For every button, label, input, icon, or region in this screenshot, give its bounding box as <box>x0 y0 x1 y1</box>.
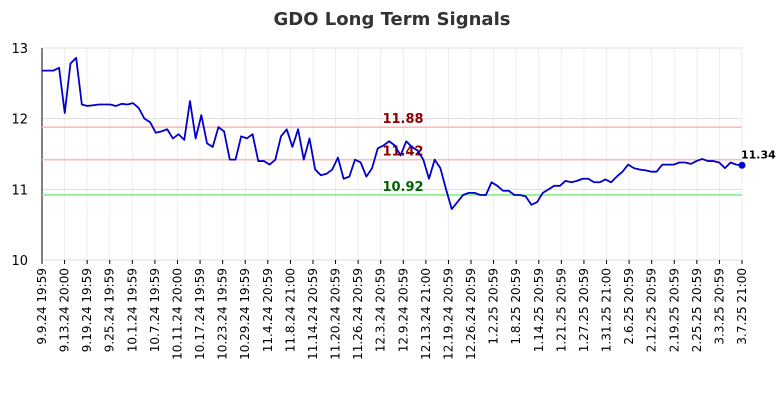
x-tick-label: 1.31.25 21:00 <box>600 268 614 352</box>
y-tick-label: 12 <box>11 113 28 128</box>
x-tick-label: 10.29.24 19:59 <box>238 268 252 360</box>
x-tick-label: 11.14.24 20:59 <box>306 268 320 360</box>
last-point-marker <box>738 161 746 169</box>
x-tick-label: 2.25.25 20:59 <box>690 268 704 352</box>
x-tick-label: 10.11.24 20:00 <box>170 268 184 360</box>
x-tick-label: 1.8.25 20:59 <box>509 268 523 345</box>
chart-title: GDO Long Term Signals <box>274 9 511 30</box>
x-tick-label: 1.2.25 20:59 <box>487 268 501 345</box>
x-tick-label: 10.7.24 19:59 <box>148 268 162 352</box>
x-tick-label: 10.1.24 19:59 <box>125 268 139 352</box>
x-tick-label: 11.4.24 20:59 <box>261 268 275 352</box>
y-axis-ticks: 10 11 12 13 <box>11 42 28 269</box>
y-tick-label: 10 <box>11 254 28 269</box>
x-tick-label: 1.27.25 20:59 <box>577 268 591 352</box>
x-tick-label: 11.26.24 20:59 <box>351 268 365 360</box>
x-tick-label: 9.25.24 19:59 <box>103 268 117 352</box>
y-tick-label: 11 <box>11 183 28 198</box>
series-line <box>42 56 743 211</box>
x-tick-label: 12.26.24 20:59 <box>464 268 478 360</box>
x-tick-label: 11.20.24 20:59 <box>329 268 343 360</box>
x-tick-label: 2.12.25 20:59 <box>645 268 659 352</box>
last-value-label: 11.34 <box>741 148 776 161</box>
x-tick-label: 10.23.24 19:59 <box>216 268 230 360</box>
series-group: 11.34 <box>42 56 776 211</box>
x-tick-label: 9.9.24 19:59 <box>35 268 49 345</box>
x-tick-label: 3.3.25 20:59 <box>712 268 726 345</box>
x-tick-label: 11.8.24 21:00 <box>283 268 297 352</box>
x-tick-label: 12.13.24 21:00 <box>419 268 433 360</box>
x-tick-label: 12.3.24 20:59 <box>374 268 388 352</box>
x-tick-label: 9.19.24 19:59 <box>80 268 94 352</box>
x-tick-label: 1.14.25 20:59 <box>532 268 546 352</box>
x-tick-label: 1.21.25 20:59 <box>554 268 568 352</box>
x-tick-label: 10.17.24 19:59 <box>193 268 207 360</box>
reference-line-label: 11.88 <box>382 112 423 127</box>
x-tick-label: 3.7.25 21:00 <box>735 268 749 345</box>
x-tick-label: 9.13.24 20:00 <box>58 268 72 352</box>
x-tick-label: 2.6.25 20:59 <box>622 268 636 345</box>
x-tick-label: 12.9.24 20:59 <box>396 268 410 352</box>
y-tick-label: 13 <box>11 42 28 57</box>
reference-line-label: 10.92 <box>382 180 423 195</box>
x-tick-label: 2.19.25 20:59 <box>667 268 681 352</box>
x-tick-label: 12.19.24 20:59 <box>441 268 455 360</box>
x-axis-ticks: 9.9.24 19:59 9.13.24 20:00 9.19.24 19:59 9.… <box>35 260 749 360</box>
